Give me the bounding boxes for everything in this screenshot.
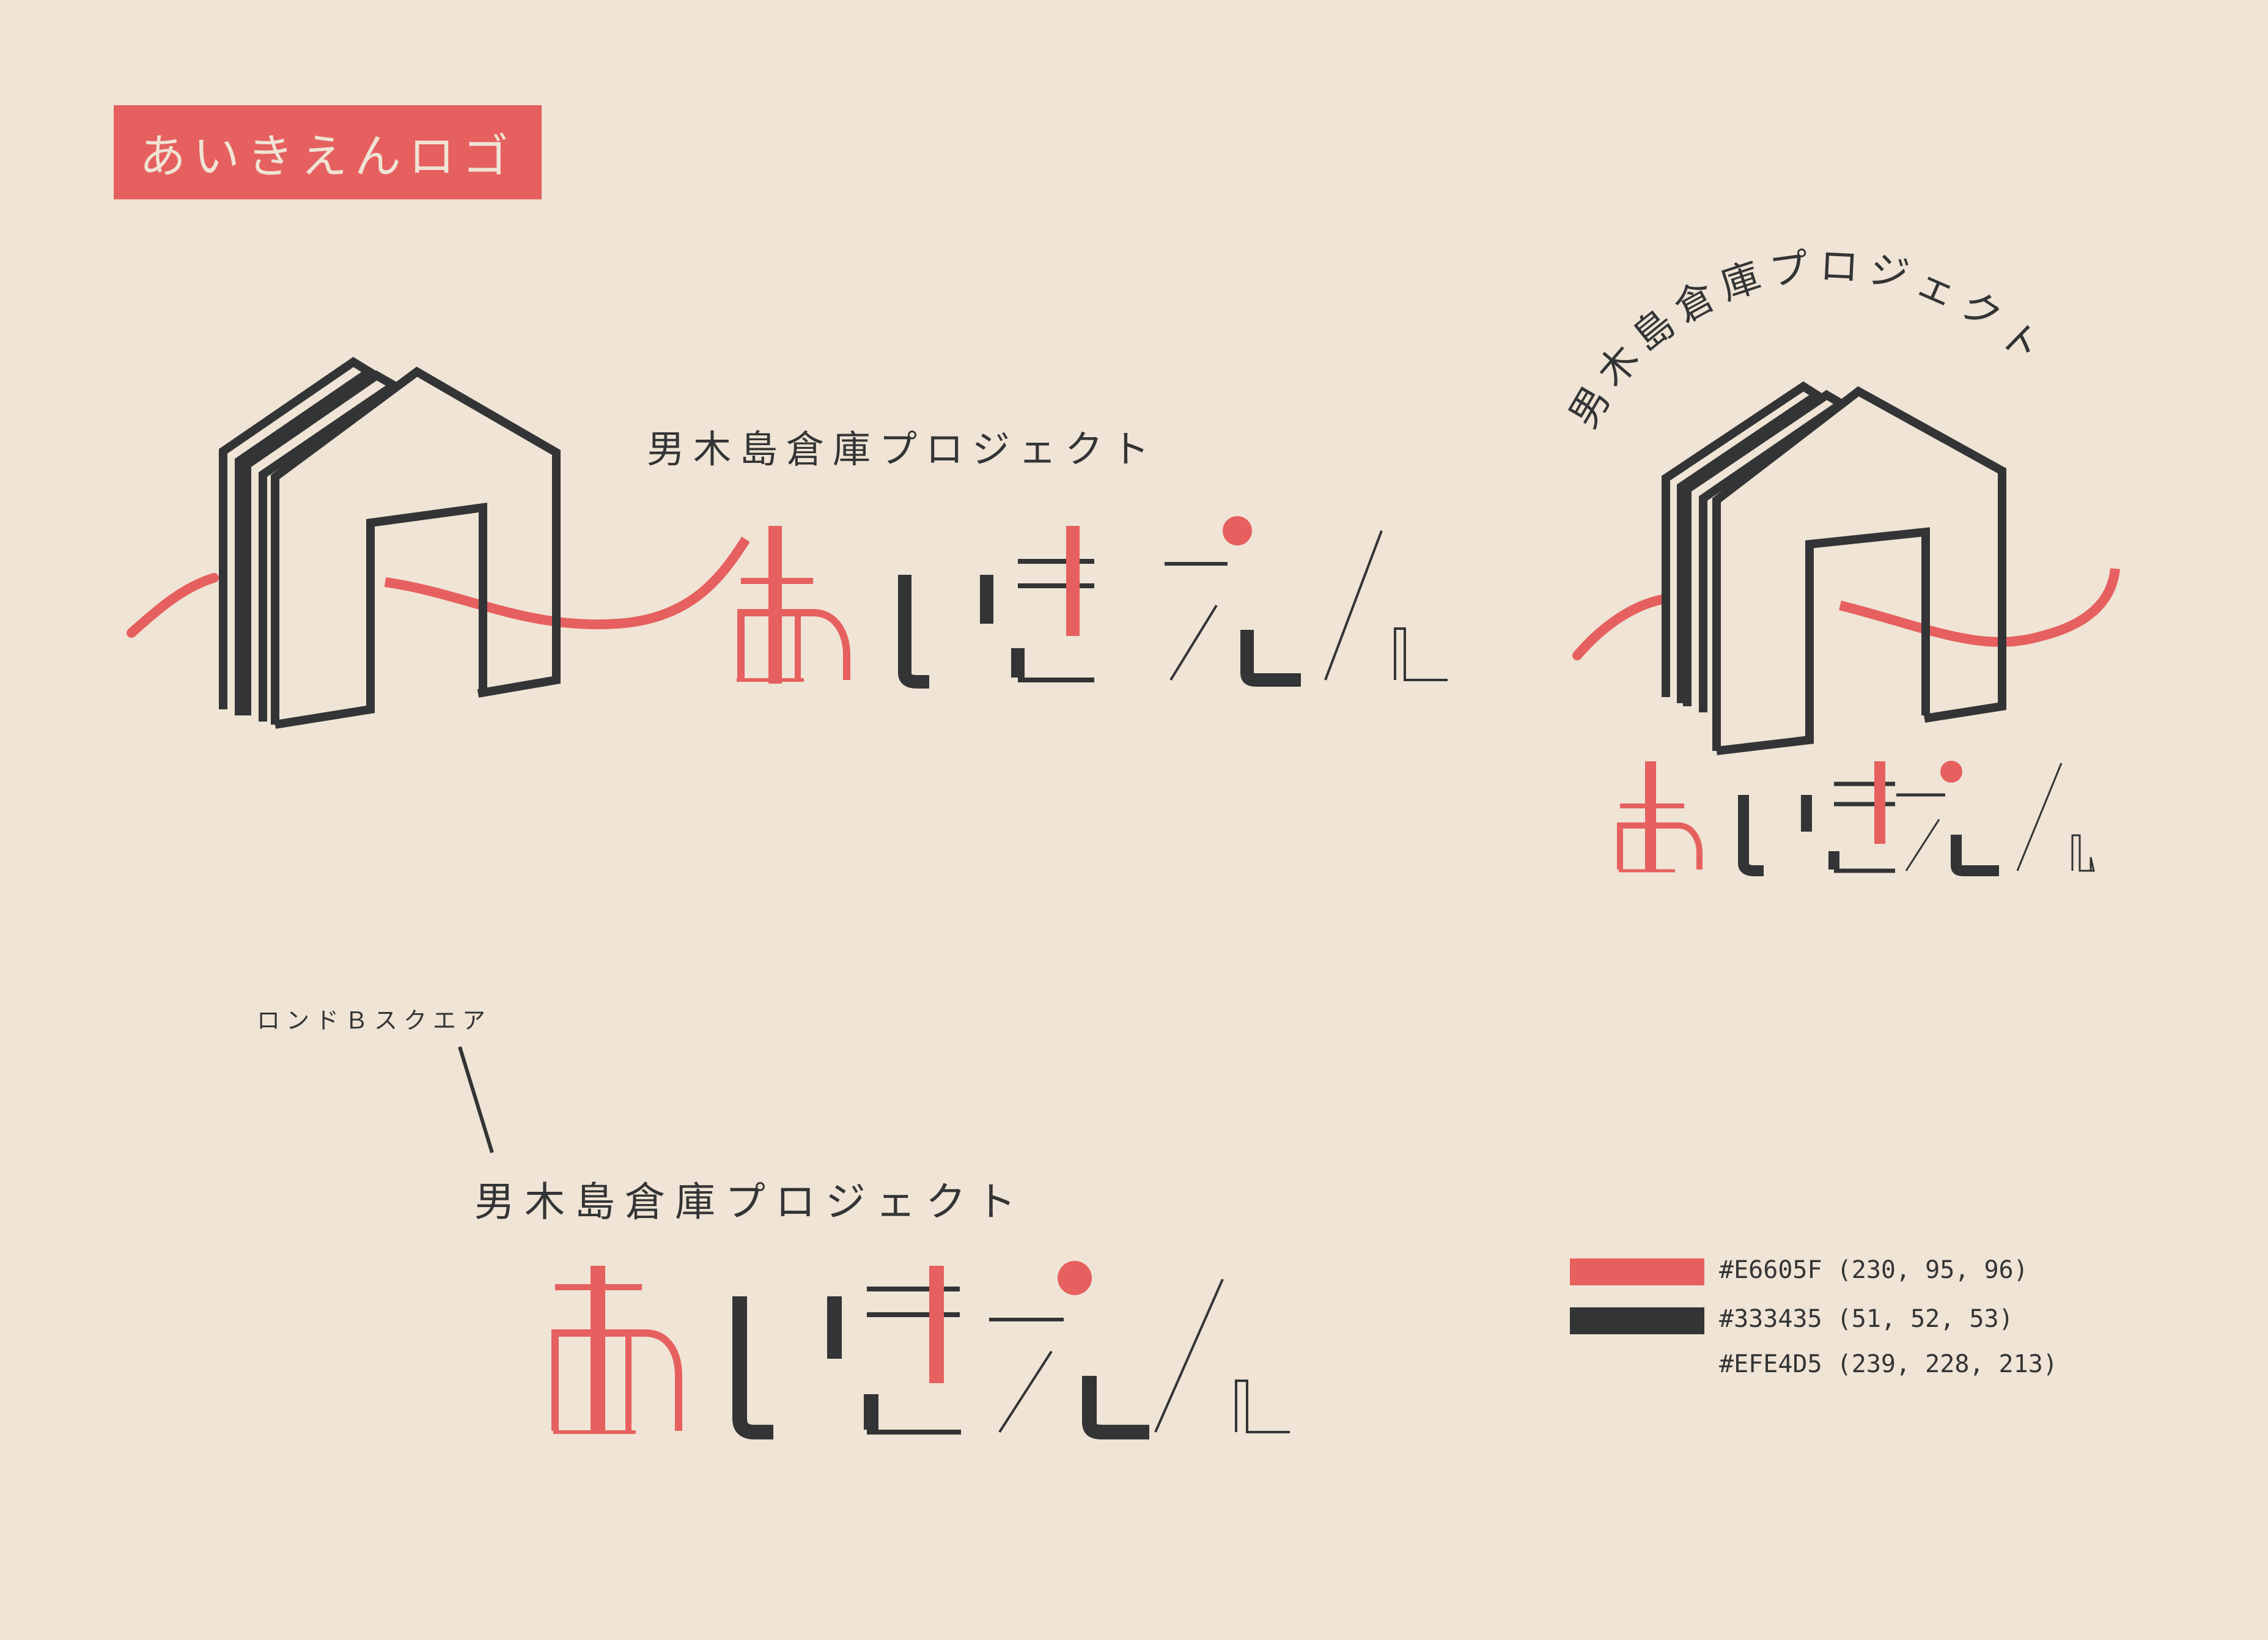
horizontal-logo-subtitle: 男木島倉庫プロジェクト	[647, 427, 1158, 471]
emblem-wave	[1572, 594, 1668, 660]
emblem-house	[1662, 381, 2006, 755]
emblem-letters	[1617, 761, 2095, 876]
horizontal-letter-n	[1324, 530, 1448, 681]
horizontal-letter-ki	[1011, 526, 1094, 682]
wordmark-subtitle: 男木島倉庫プロジェクト	[474, 1178, 1026, 1225]
horizontal-letter-i	[898, 575, 993, 689]
horizontal-logo-house	[219, 356, 561, 729]
horizontal-logo-wave	[127, 573, 219, 638]
swatch-dark-label: #333435 (51, 52, 53)	[1719, 1305, 2014, 1333]
wordmark-logo	[551, 1261, 1290, 1439]
swatch-dark	[1570, 1307, 1704, 1334]
title-tag-text: あいきえんロゴ	[139, 129, 516, 183]
swatch-background-label: #EFE4D5 (239, 228, 213)	[1719, 1350, 2058, 1378]
title-tag: あいきえんロゴ	[114, 105, 542, 199]
emblem-logo: 男木島倉庫プロジェクト	[1561, 243, 2120, 876]
swatch-accent	[1570, 1258, 1704, 1285]
swatch-accent-label: #E6605F (230, 95, 96)	[1719, 1256, 2028, 1284]
font-name-label: ロンドＢスクエア	[257, 1007, 492, 1034]
font-pointer-line	[458, 1046, 494, 1153]
horizontal-logo-letters	[737, 516, 1448, 689]
horizontal-letter-a	[737, 526, 850, 684]
horizontal-logo	[127, 356, 1448, 729]
horizontal-letter-e	[1165, 516, 1301, 687]
